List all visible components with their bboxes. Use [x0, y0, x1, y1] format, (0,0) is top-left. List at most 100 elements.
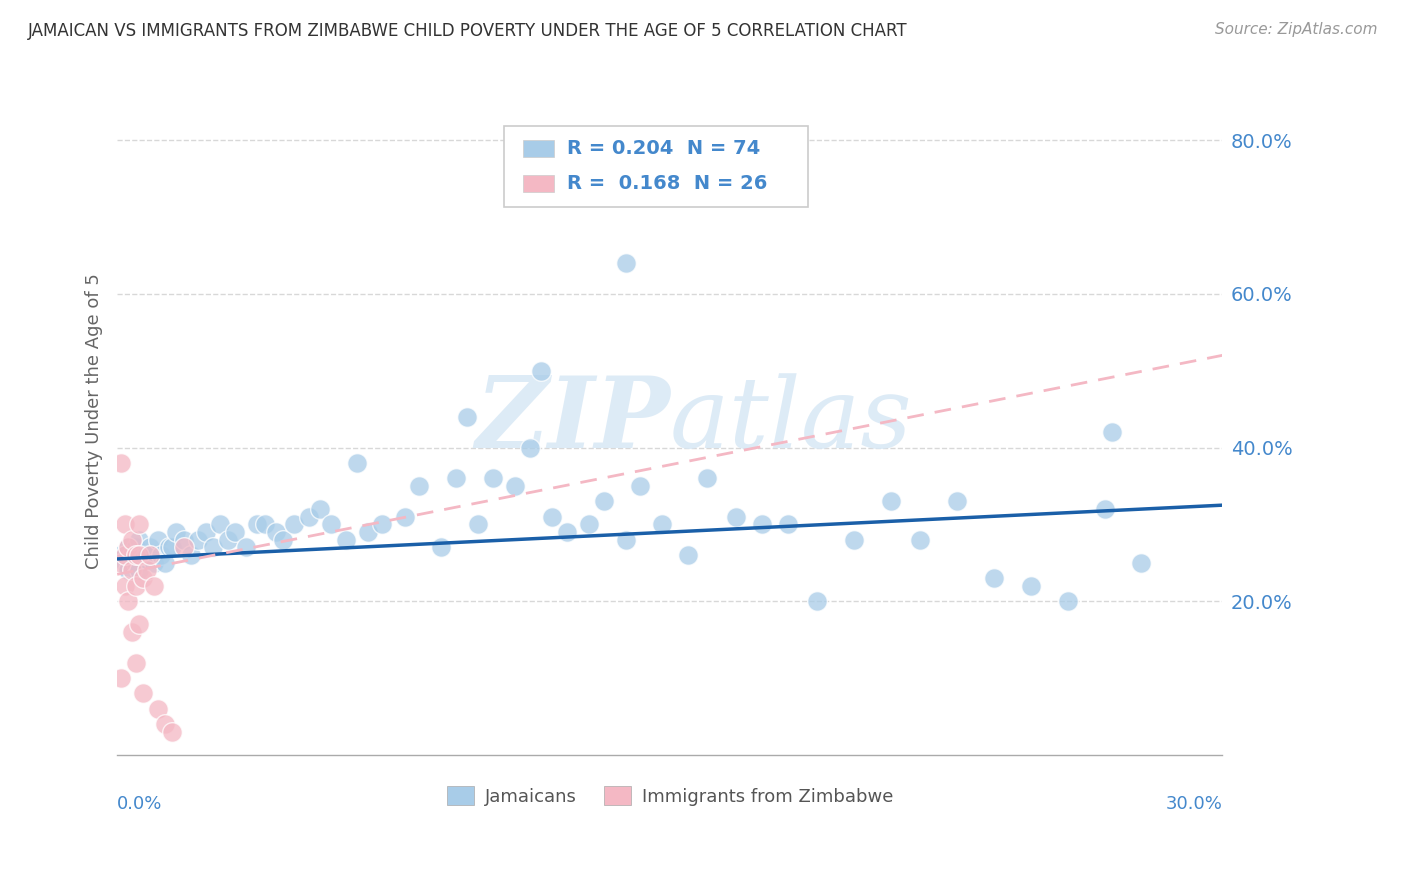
- Text: 30.0%: 30.0%: [1166, 795, 1222, 813]
- Point: [880, 494, 903, 508]
- Point: [371, 517, 394, 532]
- Point: [132, 686, 155, 700]
- FancyBboxPatch shape: [523, 140, 554, 157]
- Point: [408, 479, 430, 493]
- Point: [519, 441, 541, 455]
- Point: [308, 502, 330, 516]
- Point: [1094, 502, 1116, 516]
- Text: JAMAICAN VS IMMIGRANTS FROM ZIMBABWE CHILD POVERTY UNDER THE AGE OF 5 CORRELATIO: JAMAICAN VS IMMIGRANTS FROM ZIMBABWE CHI…: [28, 22, 908, 40]
- Point: [153, 556, 176, 570]
- Point: [187, 533, 209, 547]
- Point: [910, 533, 932, 547]
- Point: [153, 717, 176, 731]
- Point: [555, 524, 578, 539]
- Point: [842, 533, 865, 547]
- Point: [121, 624, 143, 639]
- Point: [121, 533, 143, 547]
- Point: [173, 533, 195, 547]
- Point: [725, 509, 748, 524]
- Point: [503, 479, 526, 493]
- Point: [150, 548, 173, 562]
- Point: [165, 524, 187, 539]
- Point: [157, 541, 180, 555]
- Point: [121, 548, 143, 562]
- Point: [696, 471, 718, 485]
- Point: [1056, 594, 1078, 608]
- Point: [117, 564, 139, 578]
- Point: [110, 671, 132, 685]
- Text: atlas: atlas: [669, 373, 912, 468]
- FancyBboxPatch shape: [503, 127, 808, 207]
- Text: R = 0.204  N = 74: R = 0.204 N = 74: [567, 139, 761, 158]
- Text: R =  0.168  N = 26: R = 0.168 N = 26: [567, 174, 768, 193]
- Point: [135, 564, 157, 578]
- Point: [335, 533, 357, 547]
- Text: Source: ZipAtlas.com: Source: ZipAtlas.com: [1215, 22, 1378, 37]
- Point: [235, 541, 257, 555]
- Point: [117, 594, 139, 608]
- Point: [224, 524, 246, 539]
- Point: [776, 517, 799, 532]
- Point: [110, 556, 132, 570]
- Point: [1101, 425, 1123, 439]
- Point: [201, 541, 224, 555]
- Point: [319, 517, 342, 532]
- Point: [946, 494, 969, 508]
- Point: [135, 548, 157, 562]
- Point: [124, 541, 146, 555]
- Point: [209, 517, 232, 532]
- Point: [132, 571, 155, 585]
- Point: [217, 533, 239, 547]
- Point: [346, 456, 368, 470]
- Point: [651, 517, 673, 532]
- Point: [482, 471, 505, 485]
- Point: [180, 548, 202, 562]
- Point: [614, 256, 637, 270]
- Point: [430, 541, 453, 555]
- Point: [114, 579, 136, 593]
- Point: [253, 517, 276, 532]
- Point: [128, 517, 150, 532]
- Point: [1019, 579, 1042, 593]
- Point: [271, 533, 294, 547]
- Point: [592, 494, 614, 508]
- Point: [146, 702, 169, 716]
- Point: [614, 533, 637, 547]
- Point: [143, 556, 166, 570]
- Point: [143, 579, 166, 593]
- FancyBboxPatch shape: [523, 175, 554, 192]
- Point: [444, 471, 467, 485]
- Point: [121, 564, 143, 578]
- Point: [110, 548, 132, 562]
- Point: [357, 524, 380, 539]
- Point: [128, 617, 150, 632]
- Point: [467, 517, 489, 532]
- Point: [132, 548, 155, 562]
- Point: [162, 724, 184, 739]
- Point: [124, 556, 146, 570]
- Point: [678, 548, 700, 562]
- Point: [162, 541, 184, 555]
- Point: [806, 594, 828, 608]
- Point: [283, 517, 305, 532]
- Point: [117, 541, 139, 555]
- Point: [264, 524, 287, 539]
- Point: [124, 548, 146, 562]
- Point: [128, 548, 150, 562]
- Point: [194, 524, 217, 539]
- Point: [541, 509, 564, 524]
- Point: [146, 533, 169, 547]
- Text: ZIP: ZIP: [475, 372, 669, 469]
- Point: [246, 517, 269, 532]
- Point: [394, 509, 416, 524]
- Point: [530, 364, 553, 378]
- Point: [578, 517, 600, 532]
- Point: [124, 656, 146, 670]
- Point: [751, 517, 773, 532]
- Point: [983, 571, 1005, 585]
- Point: [628, 479, 651, 493]
- Point: [114, 548, 136, 562]
- Text: 0.0%: 0.0%: [117, 795, 163, 813]
- Point: [128, 564, 150, 578]
- Point: [173, 541, 195, 555]
